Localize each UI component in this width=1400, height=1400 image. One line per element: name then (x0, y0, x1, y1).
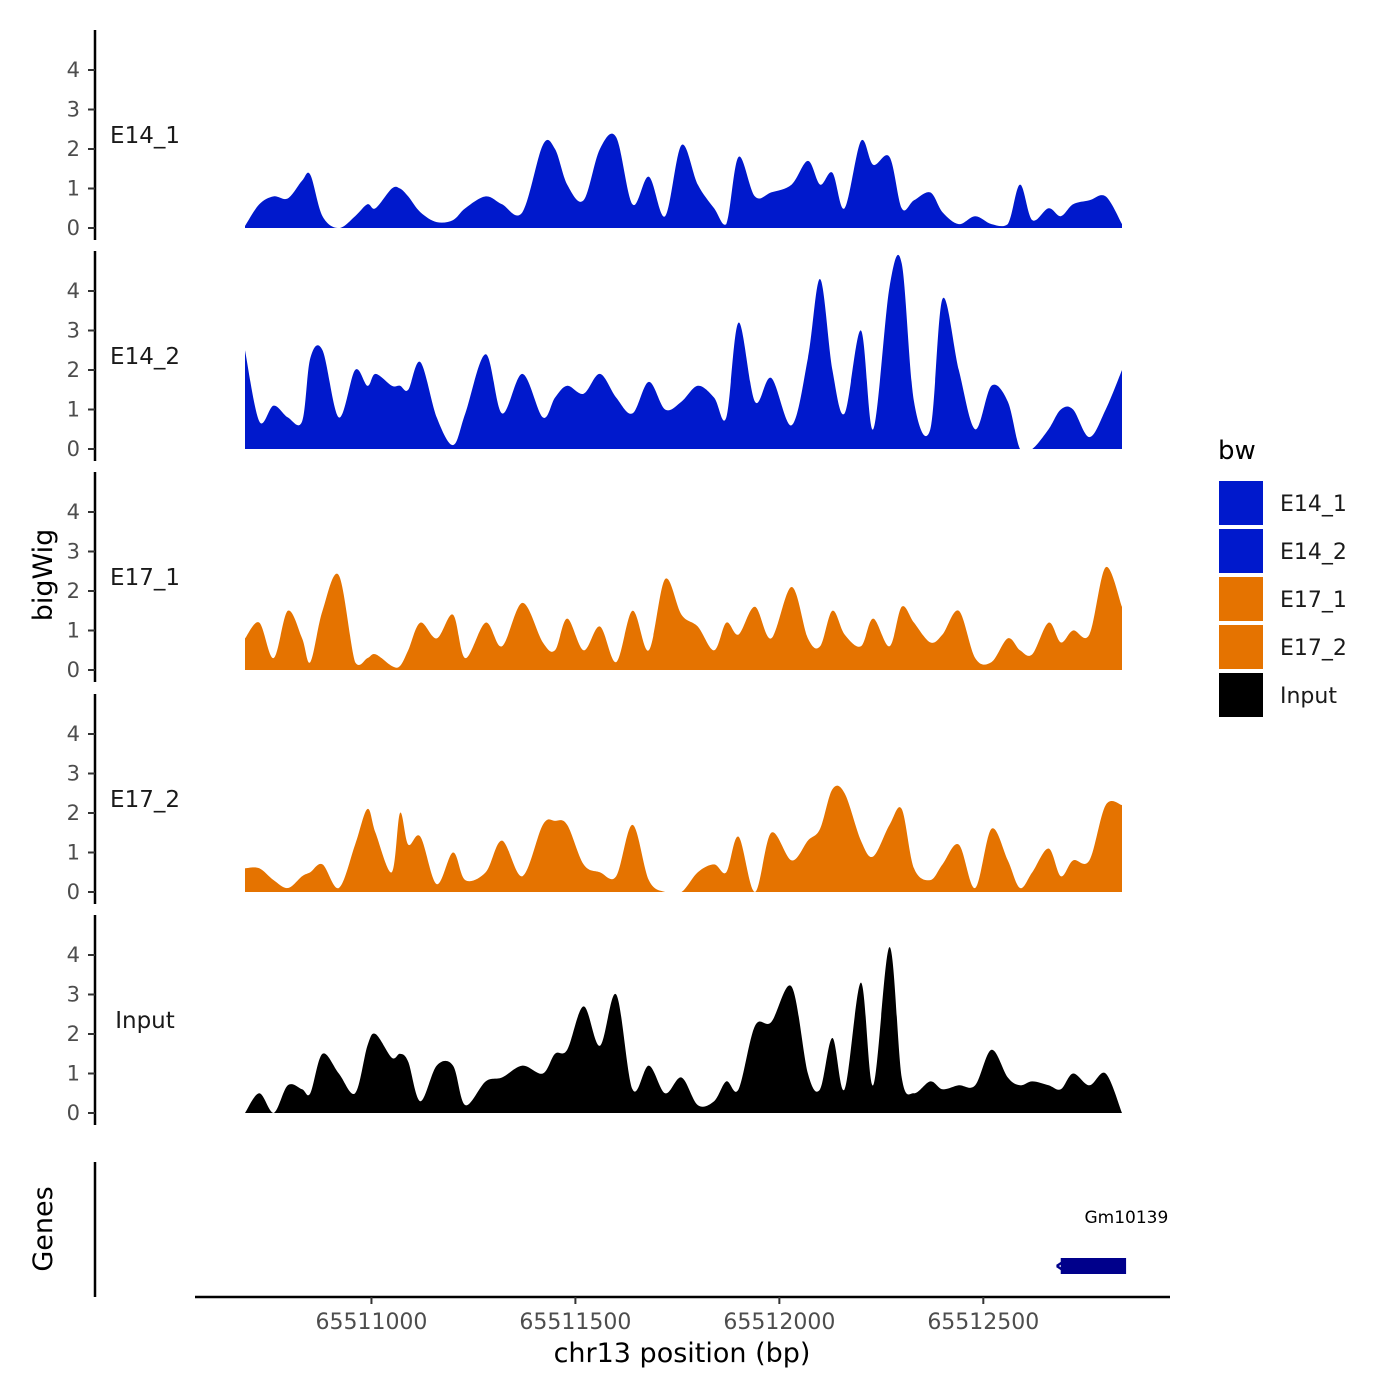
y-tick-label: 1 (67, 398, 80, 422)
x-tick-label: 65511500 (519, 1310, 631, 1335)
legend-label: E14_2 (1280, 540, 1347, 565)
panel-E17_1: 0 1 2 3 4 E17_1 (67, 472, 1122, 682)
gene-Gm10139: Gm10139 (1056, 1208, 1168, 1274)
legend-swatch (1217, 671, 1265, 719)
x-tick-label: 65512000 (723, 1310, 835, 1335)
track-panels: 0 1 2 3 4 E14_1 0 1 2 3 4 E14_2 0 1 2 3 4 E17_1 0 1 2 3 4 E17_2… (67, 30, 1122, 1125)
area-Input (245, 947, 1122, 1113)
area-E17_2 (245, 785, 1122, 892)
legend-label: E17_1 (1280, 588, 1347, 613)
x-ticks: 65511000 65511500 65512000 65512500 (315, 1297, 1039, 1335)
legend-swatch (1217, 527, 1265, 575)
y-tick-label: 3 (67, 98, 80, 122)
legend-label: E14_1 (1280, 492, 1347, 517)
legend-swatch (1217, 623, 1265, 671)
area-E14_2 (245, 254, 1122, 449)
y-tick-label: 0 (67, 216, 80, 240)
y-tick-label: 1 (67, 1062, 80, 1086)
y-tick-label: 0 (67, 437, 80, 461)
legend-item-E17_1: E17_1 (1217, 575, 1347, 623)
x-tick-label: 65512500 (927, 1310, 1039, 1335)
y-tick-label: 3 (67, 319, 80, 343)
y-tick-label: 0 (67, 880, 80, 904)
panel-E14_2: 0 1 2 3 4 E14_2 (67, 251, 1122, 461)
track-label: Input (115, 1008, 175, 1034)
legend-items: E14_1 E14_2 E17_1 E17_2 Input (1217, 479, 1347, 719)
y-tick-label: 3 (67, 762, 80, 786)
genes-axis-title: Genes (28, 1186, 59, 1271)
x-tick-label: 65511000 (315, 1310, 427, 1335)
y-tick-label: 4 (67, 500, 80, 524)
track-label: E14_2 (110, 344, 180, 370)
y-tick-label: 4 (67, 279, 80, 303)
y-tick-label: 2 (67, 137, 80, 161)
track-label: E14_1 (110, 123, 180, 149)
y-tick-label: 2 (67, 579, 80, 603)
gene-body (1060, 1258, 1127, 1274)
legend-item-Input: Input (1217, 671, 1337, 719)
y-tick-label: 4 (67, 722, 80, 746)
y-tick-label: 4 (67, 58, 80, 82)
legend-swatch (1217, 575, 1265, 623)
y-tick-label: 3 (67, 983, 80, 1007)
x-axis-title: chr13 position (bp) (554, 1338, 811, 1369)
y-tick-label: 0 (67, 1101, 80, 1125)
y-tick-label: 2 (67, 801, 80, 825)
y-tick-label: 1 (67, 841, 80, 865)
y-tick-label: 2 (67, 358, 80, 382)
panel-E14_1: 0 1 2 3 4 E14_1 (67, 30, 1122, 240)
legend-title: bw (1218, 436, 1256, 466)
legend-label: Input (1280, 684, 1337, 709)
area-E17_1 (245, 566, 1122, 670)
y-tick-label: 1 (67, 619, 80, 643)
y-axis-title: bigWig (28, 529, 59, 622)
gene-shapes: Gm10139 (1056, 1208, 1168, 1274)
y-tick-label: 2 (67, 1022, 80, 1046)
x-axis: 65511000 65511500 65512000 65512500 chr13 p… (195, 1295, 1170, 1369)
y-tick-label: 1 (67, 177, 80, 201)
panel-E17_2: 0 1 2 3 4 E17_2 (67, 694, 1122, 904)
genes-panel: Genes Gm10139 (28, 1162, 1168, 1297)
legend: bw E14_1 E14_2 E17_1 E17_2 Input (1217, 436, 1347, 719)
legend-item-E14_1: E14_1 (1217, 479, 1347, 527)
track-label: E17_1 (110, 565, 180, 591)
area-E14_1 (245, 133, 1122, 228)
y-tick-label: 4 (67, 943, 80, 967)
y-tick-label: 0 (67, 658, 80, 682)
legend-label: E17_2 (1280, 636, 1347, 661)
panel-Input: 0 1 2 3 4 Input (67, 915, 1122, 1125)
track-label: E17_2 (110, 787, 180, 813)
legend-item-E17_2: E17_2 (1217, 623, 1347, 671)
strand-arrow-icon (1056, 1258, 1067, 1274)
y-tick-label: 3 (67, 540, 80, 564)
legend-item-E14_2: E14_2 (1217, 527, 1347, 575)
legend-swatch (1217, 479, 1265, 527)
gene-label: Gm10139 (1084, 1208, 1168, 1228)
